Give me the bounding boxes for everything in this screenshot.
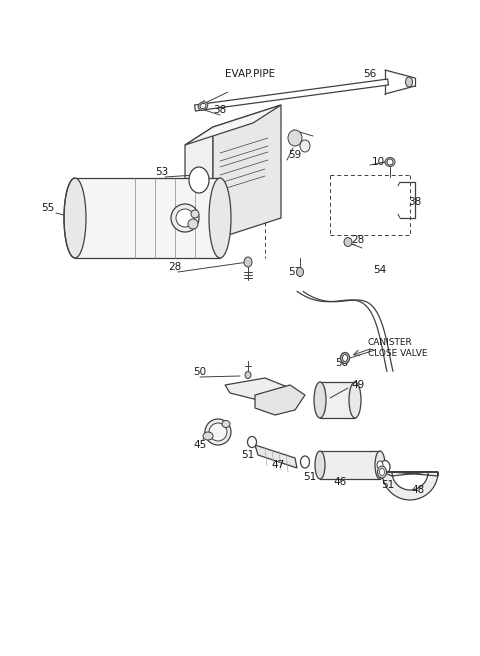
Polygon shape (213, 105, 281, 240)
Polygon shape (320, 451, 380, 479)
Ellipse shape (198, 102, 208, 110)
Ellipse shape (188, 219, 198, 229)
Text: 51: 51 (241, 450, 254, 460)
Ellipse shape (200, 104, 206, 109)
Ellipse shape (385, 157, 395, 167)
Polygon shape (75, 178, 220, 258)
Ellipse shape (191, 210, 199, 218)
Ellipse shape (377, 466, 386, 478)
Text: CANISTER
CLOSE VALVE: CANISTER CLOSE VALVE (368, 338, 428, 358)
Polygon shape (320, 382, 355, 418)
Polygon shape (255, 445, 297, 468)
Ellipse shape (189, 167, 209, 193)
Text: 47: 47 (271, 460, 285, 470)
Text: EVAP.PIPE: EVAP.PIPE (225, 69, 275, 79)
Text: 55: 55 (41, 203, 55, 213)
Text: 58: 58 (336, 358, 348, 368)
Text: 38: 38 (408, 197, 421, 207)
Ellipse shape (387, 159, 393, 165)
Ellipse shape (209, 423, 227, 441)
Ellipse shape (245, 371, 251, 379)
Ellipse shape (300, 456, 310, 468)
Ellipse shape (344, 237, 352, 247)
Ellipse shape (248, 436, 256, 447)
Text: 10: 10 (372, 157, 384, 167)
Ellipse shape (377, 461, 383, 469)
Ellipse shape (380, 468, 384, 476)
Text: 49: 49 (351, 380, 365, 390)
Ellipse shape (203, 432, 213, 440)
Ellipse shape (288, 130, 302, 146)
Ellipse shape (406, 77, 412, 87)
Ellipse shape (315, 451, 325, 479)
Text: 45: 45 (193, 440, 206, 450)
Ellipse shape (349, 382, 361, 418)
Ellipse shape (222, 420, 230, 428)
Ellipse shape (205, 419, 231, 445)
Ellipse shape (64, 178, 86, 258)
Ellipse shape (244, 257, 252, 267)
Text: 51: 51 (382, 480, 395, 490)
Text: 51: 51 (303, 472, 317, 482)
Polygon shape (185, 127, 213, 240)
Ellipse shape (343, 354, 348, 361)
Polygon shape (255, 385, 305, 415)
Ellipse shape (297, 268, 303, 276)
Ellipse shape (300, 140, 310, 152)
Text: 50: 50 (193, 367, 206, 377)
Ellipse shape (380, 461, 390, 474)
Text: 28: 28 (168, 262, 181, 272)
Ellipse shape (340, 352, 349, 363)
Ellipse shape (314, 382, 326, 418)
Text: 59: 59 (288, 150, 301, 160)
Text: 48: 48 (411, 485, 425, 495)
Ellipse shape (375, 451, 385, 479)
Polygon shape (225, 378, 295, 408)
Text: 57: 57 (288, 267, 301, 277)
Text: 38: 38 (214, 105, 227, 115)
Ellipse shape (209, 178, 231, 258)
Text: 46: 46 (334, 477, 347, 487)
Text: 54: 54 (373, 265, 386, 275)
Ellipse shape (171, 204, 199, 232)
Text: 28: 28 (351, 235, 365, 245)
Polygon shape (382, 472, 438, 500)
Polygon shape (185, 105, 281, 145)
Text: 56: 56 (363, 69, 377, 79)
Ellipse shape (176, 209, 194, 227)
Text: 53: 53 (156, 167, 168, 177)
